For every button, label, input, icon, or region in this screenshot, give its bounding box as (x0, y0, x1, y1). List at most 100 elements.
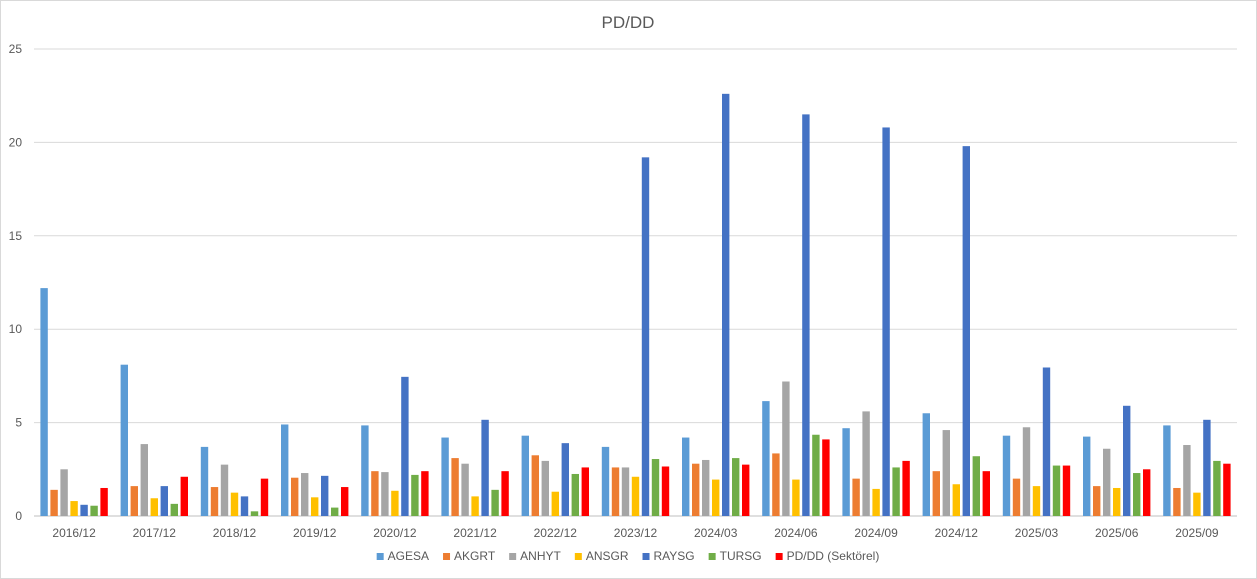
x-tick-label: 2025/03 (1015, 526, 1059, 540)
bar (230, 492, 239, 516)
y-tick-label: 15 (9, 229, 23, 243)
legend-swatch (376, 553, 384, 560)
bar (441, 437, 449, 516)
legend-swatch (775, 553, 783, 560)
bar (561, 443, 569, 516)
bar (391, 490, 399, 516)
bar (601, 446, 610, 516)
x-tick-label: 2024/03 (694, 526, 738, 540)
bar (631, 476, 640, 516)
bar (702, 459, 710, 516)
bar (682, 437, 690, 516)
x-axis-ticks: 2016/12 2017/12 2018/12 2019/12 2020/12 2021/… (52, 526, 1219, 540)
x-tick-label: 2019/12 (293, 526, 337, 540)
bar (100, 487, 108, 516)
bar (611, 467, 620, 516)
bar (160, 486, 168, 516)
bar (291, 477, 299, 516)
bar (200, 446, 209, 516)
bar (772, 453, 780, 516)
bars (40, 93, 1231, 517)
bar (782, 381, 790, 516)
bar (852, 478, 860, 516)
y-tick-label: 0 (15, 509, 22, 523)
legend-item: RAYSG (642, 549, 695, 563)
bar (531, 455, 539, 516)
y-tick-label: 25 (9, 42, 23, 56)
bar (712, 479, 720, 516)
x-tick-label: 2023/12 (614, 526, 658, 540)
bar (1173, 487, 1181, 516)
bar (210, 487, 219, 516)
legend-swatch (708, 553, 716, 560)
x-tick-label: 2024/06 (774, 526, 818, 540)
x-tick-label: 2022/12 (534, 526, 578, 540)
bar (1103, 448, 1111, 516)
bar (621, 467, 630, 516)
x-tick-label: 2025/06 (1095, 526, 1139, 540)
x-tick-label: 2021/12 (453, 526, 497, 540)
bar (140, 444, 148, 516)
bar (651, 459, 660, 516)
bar (571, 473, 579, 516)
bar (1143, 469, 1151, 516)
bar (1062, 465, 1071, 516)
legend-label: TURSG (720, 549, 762, 563)
bar (421, 471, 429, 516)
legend-item: ANHYT (509, 549, 561, 563)
bar (1052, 465, 1061, 516)
y-axis-ticks: 0 5 10 15 20 25 (9, 42, 23, 523)
bar (581, 467, 589, 516)
bar (170, 503, 178, 516)
legend-label: AKGRT (454, 549, 496, 563)
legend-item: ANSGR (574, 549, 629, 563)
bar (260, 478, 269, 516)
bar (762, 401, 770, 516)
bar (90, 505, 98, 516)
legend-item: TURSG (708, 549, 762, 563)
bar (301, 473, 309, 516)
bar (250, 511, 259, 516)
bar (902, 460, 910, 516)
x-tick-label: 2024/12 (935, 526, 979, 540)
bar (341, 487, 349, 516)
bar (80, 504, 88, 516)
bar (40, 288, 48, 516)
bar (1193, 492, 1201, 516)
x-tick-label: 2016/12 (52, 526, 96, 540)
bar (872, 488, 880, 516)
bar (722, 93, 730, 516)
bar (1022, 427, 1031, 516)
legend-item: AGESA (376, 549, 429, 563)
bar (892, 467, 900, 516)
bar (361, 425, 369, 516)
bar (742, 464, 750, 516)
bar (1002, 435, 1011, 516)
bar (321, 475, 329, 516)
bar (1183, 445, 1191, 516)
bar (882, 127, 890, 517)
bar (311, 497, 319, 516)
bar (401, 376, 409, 516)
legend-swatch (509, 553, 517, 560)
x-tick-label: 2025/09 (1175, 526, 1219, 540)
bar (150, 498, 158, 516)
bar (501, 471, 509, 516)
bar (792, 479, 800, 516)
bar (130, 486, 138, 516)
bar (982, 471, 990, 516)
legend-label: ANHYT (520, 549, 561, 563)
bar (661, 466, 670, 516)
bar (641, 157, 650, 516)
bar (371, 471, 379, 516)
legend-swatch (574, 553, 582, 560)
chart-title: PD/DD (602, 13, 655, 32)
bar (972, 456, 980, 516)
x-tick-label: 2018/12 (213, 526, 257, 540)
x-tick-label: 2017/12 (133, 526, 177, 540)
bar (471, 496, 479, 516)
bar (802, 114, 810, 516)
legend-label: PD/DD (Sektörel) (787, 549, 880, 563)
bar (1223, 463, 1231, 516)
bar (1133, 473, 1141, 516)
